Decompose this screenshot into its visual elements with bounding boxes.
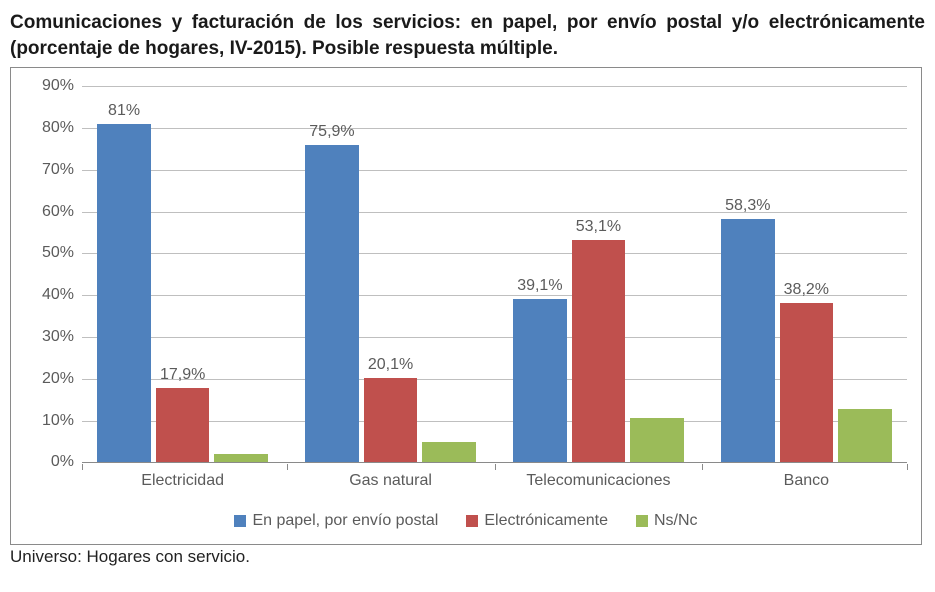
legend-item: En papel, por envío postal: [234, 512, 438, 530]
bar: [838, 409, 892, 462]
legend-swatch: [466, 515, 478, 527]
x-tick-label: Electricidad: [141, 472, 224, 490]
y-tick-label: 0%: [51, 453, 74, 471]
bar: [630, 418, 684, 462]
chart-title: Comunicaciones y facturación de los serv…: [10, 10, 925, 61]
bar-value-label: 39,1%: [517, 277, 562, 295]
bar: 81%: [97, 124, 151, 462]
bar-value-label: 17,9%: [160, 366, 205, 384]
bar-value-label: 53,1%: [576, 218, 621, 236]
y-tick-label: 90%: [42, 77, 74, 95]
bar-value-label: 75,9%: [309, 123, 354, 141]
legend-label: Ns/Nc: [654, 512, 698, 530]
x-tick-label: Banco: [784, 472, 829, 490]
y-tick-label: 10%: [42, 412, 74, 430]
bar: [214, 454, 268, 462]
x-axis-labels: Electricidad Gas natural Telecomunicacione…: [82, 468, 907, 492]
x-tick-mark: [702, 464, 703, 470]
x-tick-mark: [287, 464, 288, 470]
gridline: [82, 462, 907, 463]
legend-label: En papel, por envío postal: [252, 512, 438, 530]
bar-value-label: 20,1%: [368, 356, 413, 374]
x-tick-label: Telecomunicaciones: [526, 472, 670, 490]
bar: 39,1%: [513, 299, 567, 462]
bar-value-label: 81%: [108, 102, 140, 120]
legend-swatch: [234, 515, 246, 527]
bar-value-label: 58,3%: [725, 197, 770, 215]
y-tick-label: 20%: [42, 370, 74, 388]
y-tick-label: 70%: [42, 161, 74, 179]
x-tick-mark: [495, 464, 496, 470]
x-tick-mark: [82, 464, 83, 470]
plot-area: 0%10%20%30%40%50%60%70%80%90%81%17,9%75,…: [82, 86, 907, 462]
y-tick-label: 40%: [42, 286, 74, 304]
legend-swatch: [636, 515, 648, 527]
bar: [422, 442, 476, 462]
legend: En papel, por envío postal Electrónicamen…: [11, 512, 921, 530]
y-tick-label: 80%: [42, 119, 74, 137]
bar: 20,1%: [364, 378, 418, 462]
x-tick-mark: [907, 464, 908, 470]
legend-item: Ns/Nc: [636, 512, 698, 530]
x-tick-label: Gas natural: [349, 472, 432, 490]
y-tick-label: 30%: [42, 328, 74, 346]
bar: 17,9%: [156, 388, 210, 463]
bar: 53,1%: [572, 240, 626, 462]
bar: 75,9%: [305, 145, 359, 462]
chart-footnote: Universo: Hogares con servicio.: [10, 547, 925, 567]
chart-container: 0%10%20%30%40%50%60%70%80%90%81%17,9%75,…: [10, 67, 922, 545]
y-tick-label: 50%: [42, 244, 74, 262]
legend-item: Electrónicamente: [466, 512, 608, 530]
legend-label: Electrónicamente: [484, 512, 608, 530]
bar: 38,2%: [780, 303, 834, 463]
bar-value-label: 38,2%: [784, 281, 829, 299]
y-tick-label: 60%: [42, 203, 74, 221]
bar: 58,3%: [721, 219, 775, 463]
